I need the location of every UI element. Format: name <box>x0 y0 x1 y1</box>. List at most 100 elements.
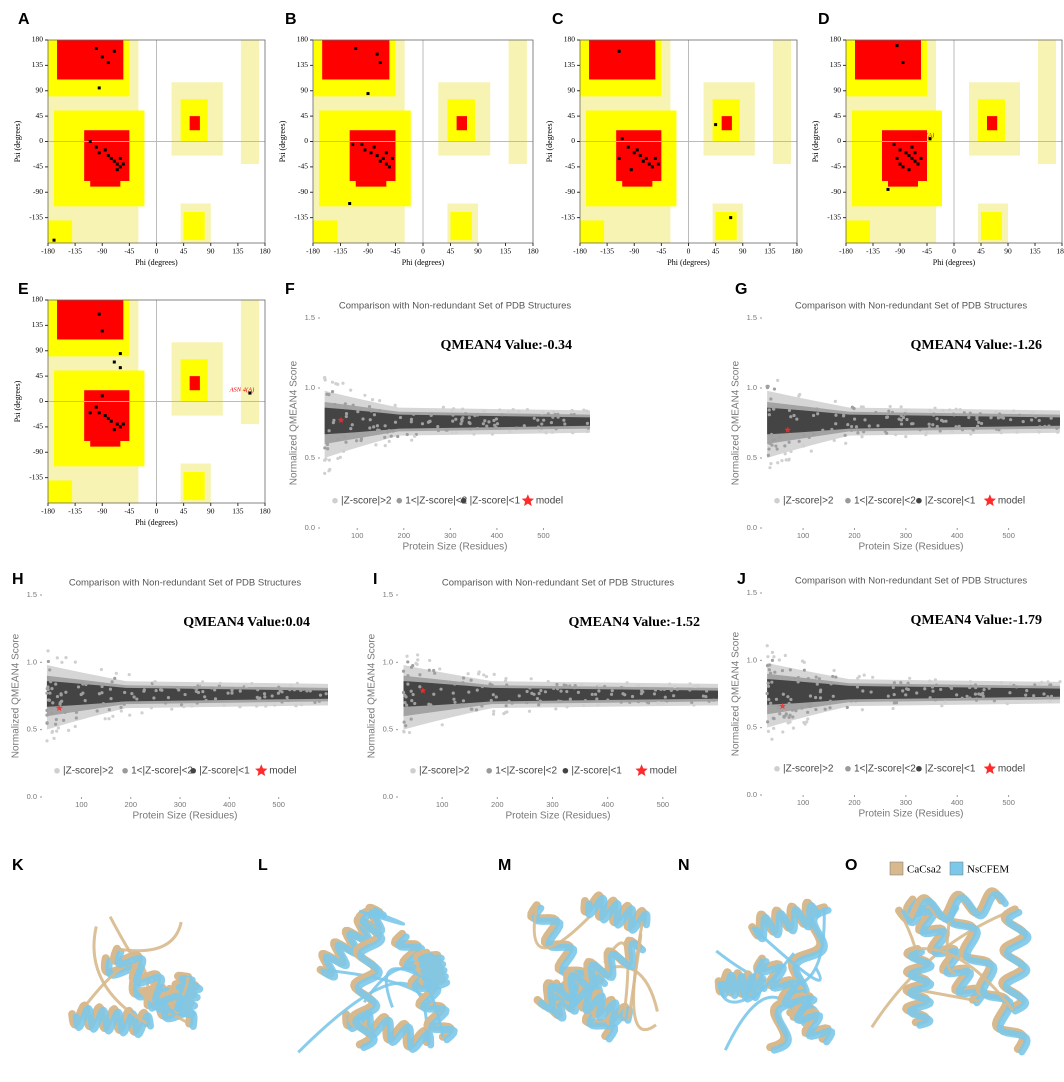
cloud-dot <box>908 676 912 680</box>
cloud-dot <box>119 709 123 713</box>
x-tick-label: 180 <box>791 247 803 256</box>
cloud-dot <box>101 702 105 706</box>
cloud-dot <box>811 413 816 418</box>
cloud-dot <box>406 682 410 686</box>
legend-marker <box>983 494 997 506</box>
legend-label: |Z-score|>2 <box>783 495 834 506</box>
y-tick-label: 0 <box>571 136 575 145</box>
cloud-dot <box>48 668 52 672</box>
x-tick-label: 45 <box>180 507 188 516</box>
cloud-dot <box>861 689 865 693</box>
legend-marker <box>845 497 851 504</box>
cloud-dot <box>1031 411 1035 415</box>
y-tick-label: 0.0 <box>305 523 315 532</box>
y-tick-label: 1.5 <box>305 313 315 322</box>
residue-point <box>381 156 385 160</box>
cloud-dot <box>474 708 479 712</box>
cloud-dot <box>930 685 935 689</box>
cloud-dot <box>51 701 55 705</box>
cloud-dot <box>473 414 477 418</box>
residue-point <box>910 156 914 160</box>
cloud-dot <box>999 681 1004 685</box>
residue-point <box>378 61 382 65</box>
cloud-dot <box>406 660 410 664</box>
cloud-dot <box>119 705 123 710</box>
cloud-dot <box>154 688 158 693</box>
cloud-dot <box>585 421 590 425</box>
cloud-dot <box>565 705 569 709</box>
residue-point <box>387 165 391 169</box>
chart-title: Comparison with Non-redundant Set of PDB… <box>69 578 302 589</box>
cloud-dot <box>928 680 932 684</box>
cloud-dot <box>915 691 919 695</box>
residue-point <box>94 145 98 149</box>
cloud-dot <box>491 693 495 697</box>
x-tick-label: -90 <box>629 247 639 256</box>
cloud-dot <box>948 408 952 412</box>
cloud-dot <box>832 438 836 442</box>
cloud-dot <box>540 411 544 415</box>
cloud-dot <box>302 687 306 691</box>
cloud-dot <box>453 682 457 686</box>
panel-label: N <box>678 857 690 874</box>
cloud-dot <box>273 703 277 707</box>
x-tick-label: 400 <box>951 798 964 807</box>
cloud-dot <box>409 417 414 421</box>
residue-point <box>97 86 101 90</box>
x-tick-label: -135 <box>334 247 348 256</box>
cloud-dot <box>1008 682 1013 686</box>
cloud-dot <box>555 682 559 687</box>
cloud-dot <box>556 412 560 416</box>
cloud-dot <box>886 694 890 698</box>
cloud-dot <box>818 696 823 700</box>
cloud-dot <box>432 668 436 673</box>
cloud-dot <box>63 710 67 715</box>
cloud-dot <box>376 428 380 432</box>
helix-ribbon <box>352 909 386 1051</box>
cloud-dot <box>788 713 792 717</box>
x-tick-label: 100 <box>797 798 810 807</box>
residue-point <box>106 416 110 420</box>
y-tick-label: 0.0 <box>747 523 757 532</box>
loop <box>358 908 406 926</box>
cloud-dot <box>230 691 234 695</box>
cloud-dot <box>325 442 330 447</box>
y-tick-label: 180 <box>297 35 309 44</box>
cloud-dot <box>210 686 214 690</box>
cloud-dot <box>794 709 798 713</box>
cloud-dot <box>806 676 810 681</box>
cloud-dot <box>482 673 486 677</box>
x-tick-label: -180 <box>839 247 853 256</box>
cloud-dot <box>483 419 487 423</box>
cloud-dot <box>218 681 222 685</box>
residue-point <box>629 168 633 172</box>
residue-point <box>714 123 718 127</box>
residue-point <box>97 312 101 316</box>
cloud-dot <box>821 428 825 432</box>
cloud-dot <box>815 407 819 411</box>
region <box>846 220 870 243</box>
cloud-dot <box>1048 683 1052 687</box>
cloud-dot <box>776 378 780 382</box>
cloud-dot <box>704 695 708 699</box>
cloud-dot <box>537 703 541 707</box>
cloud-dot <box>570 408 574 413</box>
cloud-dot <box>100 682 105 686</box>
x-tick-label: 300 <box>900 798 913 807</box>
cloud-dot <box>1037 682 1041 686</box>
cloud-dot <box>593 692 598 696</box>
y-axis-label: Psi (degrees) <box>13 120 22 162</box>
residue-point <box>895 44 899 48</box>
cloud-dot <box>107 708 111 712</box>
cloud-dot <box>201 690 205 694</box>
residue-point <box>919 156 923 160</box>
cloud-dot <box>1015 430 1019 434</box>
cloud-dot <box>696 683 700 688</box>
residue-point <box>375 154 379 158</box>
cloud-dot <box>662 687 666 691</box>
cloud-dot <box>535 697 540 701</box>
cloud-dot <box>527 709 532 713</box>
y-tick-label: 135 <box>32 60 44 69</box>
cloud-dot <box>603 684 607 689</box>
cloud-dot <box>1005 702 1009 706</box>
